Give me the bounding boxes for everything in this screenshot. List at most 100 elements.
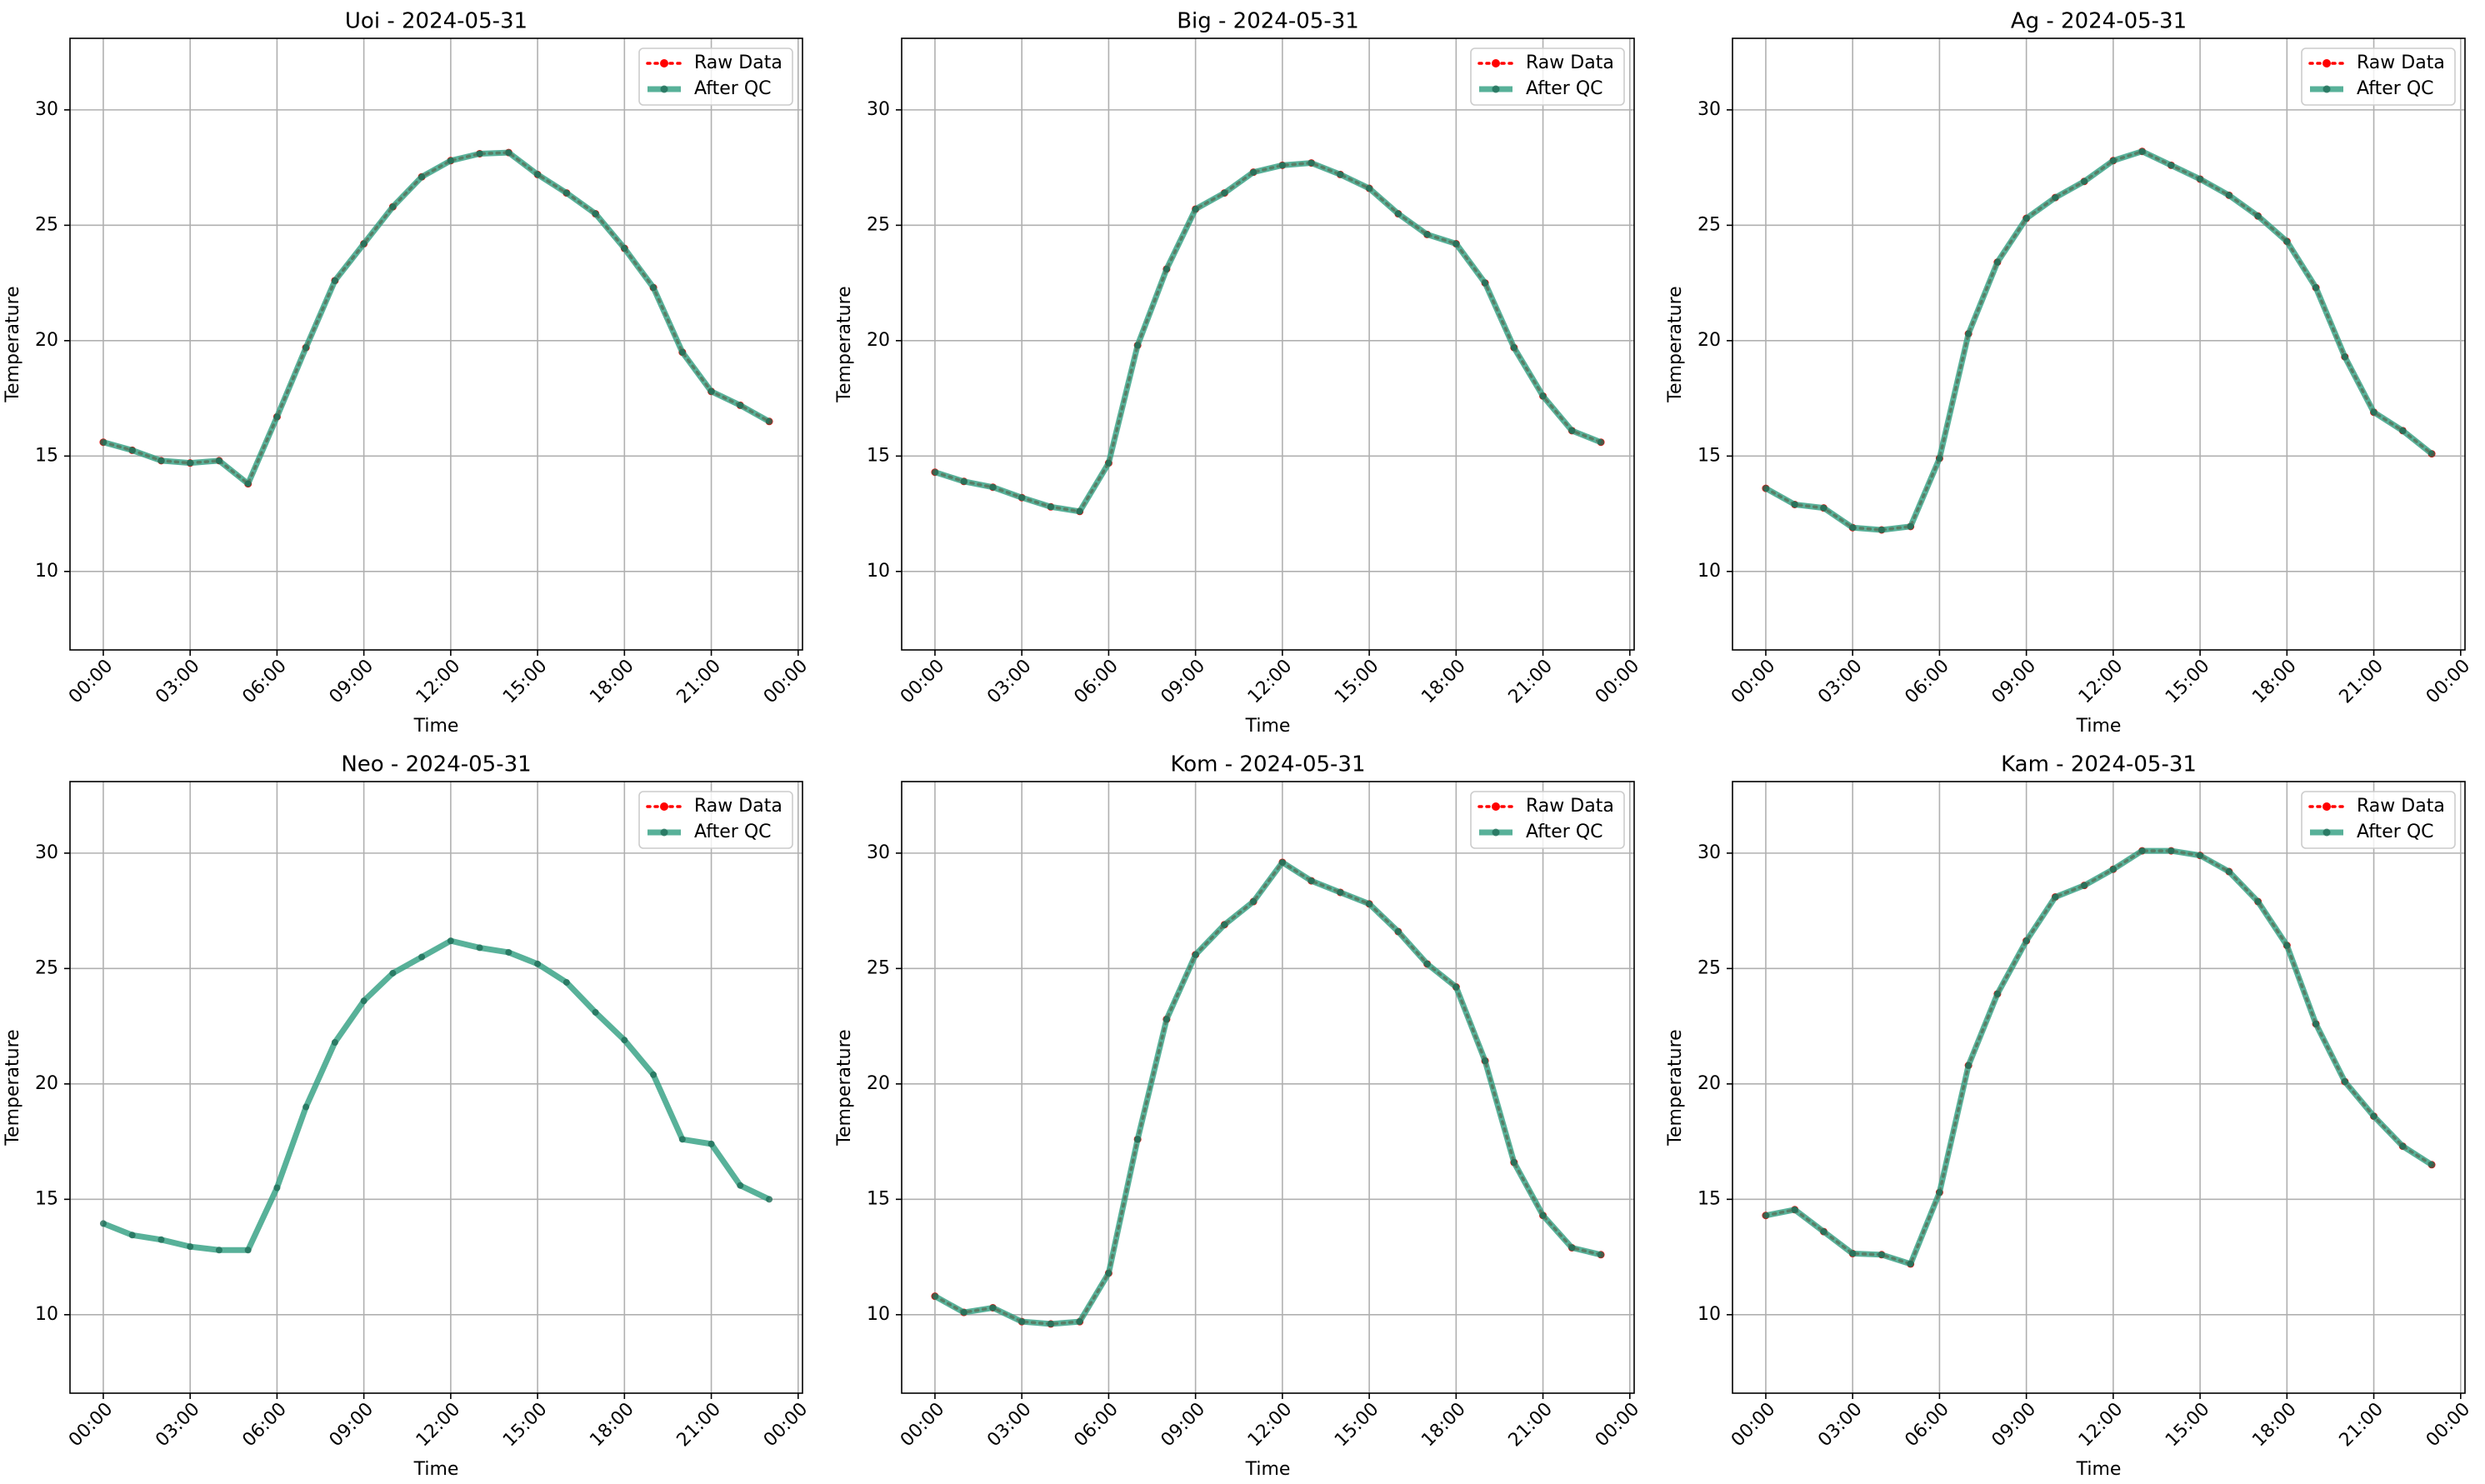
legend-marker (660, 85, 668, 93)
y-tick-label: 10 (867, 561, 890, 582)
data-point (215, 457, 222, 464)
x-tick-label: 12:00 (1244, 1399, 1297, 1452)
x-axis-label: Time (1245, 1459, 1291, 1480)
data-point (360, 997, 368, 1005)
x-axis-label: Time (2076, 716, 2122, 737)
data-point (650, 1071, 658, 1078)
data-point (1308, 877, 1315, 885)
plot-area (1762, 147, 2436, 534)
data-point (331, 1038, 338, 1046)
data-point (476, 150, 483, 157)
chart-title: Neo - 2024-05-31 (341, 752, 531, 777)
data-point (2399, 427, 2407, 434)
data-point (708, 1140, 715, 1147)
data-point (1394, 928, 1402, 936)
data-point (1539, 1212, 1547, 1219)
legend: Raw Data After QC (2301, 47, 2456, 106)
x-tick-label: 12:00 (412, 656, 465, 708)
data-point (2168, 847, 2175, 855)
x-tick-label: 00:00 (1728, 656, 1780, 708)
legend-label: After QC (694, 822, 772, 842)
y-axis-label: Temperature (2, 1029, 23, 1146)
data-point (505, 149, 512, 157)
data-point (1366, 900, 1373, 907)
y-axis-label: Temperature (2, 286, 23, 402)
data-point (1250, 898, 1258, 906)
data-point (2341, 1078, 2348, 1086)
legend: Raw Data After QC (1470, 791, 1625, 849)
data-point (128, 447, 136, 454)
legend: Raw Data After QC (2301, 791, 2456, 849)
data-point (99, 438, 107, 446)
data-point (737, 402, 744, 409)
legend: Raw Data After QC (638, 791, 793, 849)
data-point (389, 969, 397, 977)
legend-marker (660, 59, 668, 67)
chart-title: Ag - 2024-05-31 (2011, 9, 2187, 34)
series-line (102, 937, 771, 1253)
y-tick-label: 10 (35, 1304, 58, 1325)
legend-label: After QC (2357, 78, 2434, 99)
subplot: 10 15 20 25 30 00:00 03:00 06:00 09:00 12:00 15:00… (1665, 752, 2474, 1481)
data-point (766, 417, 773, 425)
x-tick-label: 00:00 (65, 1399, 118, 1452)
data-point (562, 978, 570, 986)
legend-marker (660, 828, 668, 837)
data-point (2022, 937, 2030, 945)
data-point (2138, 847, 2146, 855)
y-tick-label: 25 (35, 957, 58, 978)
data-point (1337, 171, 1344, 178)
plot-area (931, 858, 1605, 1328)
x-tick-label: 06:00 (1070, 1399, 1122, 1452)
data-point (1762, 1212, 1769, 1219)
data-point (2428, 450, 2436, 457)
data-point (534, 960, 542, 967)
axes-frame (69, 37, 803, 651)
data-point (621, 245, 628, 252)
data-point (1221, 189, 1228, 197)
y-tick-label: 20 (1698, 330, 1721, 351)
y-tick-label: 30 (867, 842, 890, 863)
series-line (1765, 847, 2433, 1267)
x-tick-label: 03:00 (1814, 656, 1867, 708)
data-point (1105, 1269, 1112, 1277)
data-point (2225, 192, 2232, 199)
axes-frame (901, 37, 1635, 651)
data-point (215, 1247, 222, 1254)
data-point (1423, 960, 1431, 967)
data-point (128, 1232, 136, 1239)
x-tick-label: 15:00 (499, 656, 552, 708)
data-point (931, 1292, 938, 1300)
x-tick-label: 12:00 (412, 1399, 465, 1452)
data-point (1018, 494, 1026, 502)
data-point (592, 210, 599, 217)
x-axis-label: Time (413, 716, 459, 737)
data-point (1510, 344, 1518, 352)
x-tick-label: 06:00 (238, 1399, 291, 1452)
data-point (989, 483, 997, 491)
data-point (1278, 162, 1286, 169)
data-point (99, 1220, 107, 1227)
data-point (273, 1184, 281, 1192)
x-tick-label: 06:00 (1070, 656, 1122, 708)
axes-frame (901, 781, 1635, 1394)
data-point (1936, 1189, 1943, 1197)
data-point (1366, 185, 1373, 192)
subplot: 10 15 20 25 30 00:00 03:00 06:00 09:00 12:00 15:00… (834, 9, 1643, 737)
plot-area (1762, 847, 2436, 1268)
subplot: 10 15 20 25 30 00:00 03:00 06:00 09:00 12:00 15:00… (2, 752, 812, 1481)
y-tick-label: 15 (35, 445, 58, 466)
x-tick-label: 09:00 (326, 1399, 378, 1452)
data-point (1134, 1136, 1142, 1143)
legend-label: Raw Data (2357, 796, 2445, 817)
legend-marker (1492, 85, 1500, 93)
data-point (2225, 868, 2232, 876)
x-tick-label: 00:00 (1592, 1399, 1644, 1452)
x-tick-label: 15:00 (2162, 1399, 2214, 1452)
y-tick-label: 10 (1698, 561, 1721, 582)
data-point (360, 240, 368, 247)
x-axis-label: Time (413, 1459, 459, 1480)
data-point (2283, 942, 2291, 949)
axes-frame (1732, 37, 2466, 651)
data-point (1510, 1159, 1518, 1167)
